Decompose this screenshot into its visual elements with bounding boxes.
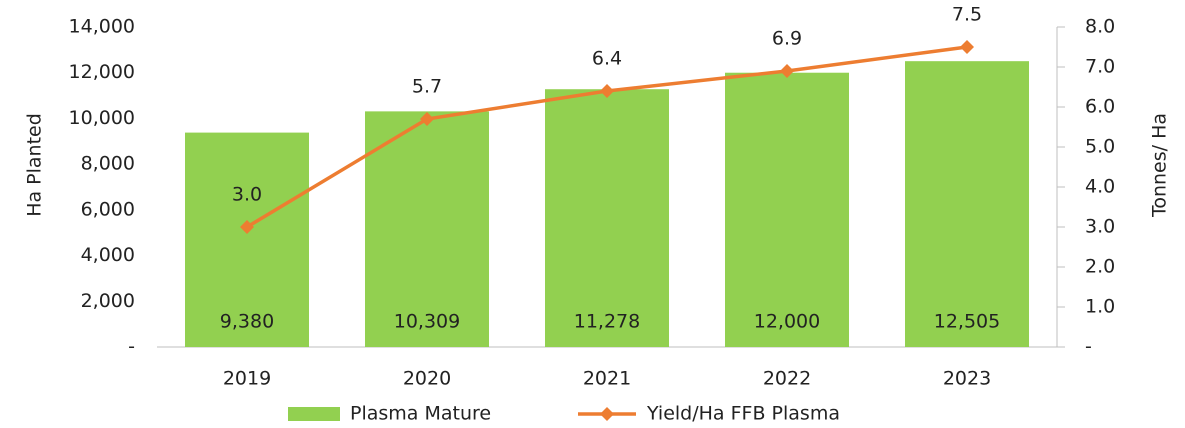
line-value-label: 5.7 <box>412 76 442 98</box>
bar <box>185 132 309 347</box>
legend-label: Yield/Ha FFB Plasma <box>646 403 840 425</box>
line-value-label: 6.4 <box>592 48 622 70</box>
bar-value-label: 12,505 <box>934 311 1000 333</box>
y2-tick-label: 3.0 <box>1085 216 1115 238</box>
bar <box>365 111 489 347</box>
legend-swatch <box>288 407 340 421</box>
line-marker <box>960 40 974 54</box>
y2-tick-label: 6.0 <box>1085 96 1115 118</box>
line-marker <box>600 84 614 98</box>
y2-tick-label: 4.0 <box>1085 176 1115 198</box>
y2-tick-label: - <box>1085 336 1092 358</box>
y2-tick-label: 8.0 <box>1085 16 1115 38</box>
y-tick-label: 12,000 <box>69 61 135 83</box>
y-tick-label: 10,000 <box>69 107 135 129</box>
x-tick-label: 2023 <box>943 368 991 390</box>
legend-label: Plasma Mature <box>350 403 491 425</box>
line-value-label: 7.5 <box>952 4 982 26</box>
y2-tick-label: 7.0 <box>1085 56 1115 78</box>
y-tick-label: 14,000 <box>69 16 135 38</box>
bar-value-label: 11,278 <box>574 311 640 333</box>
x-tick-label: 2019 <box>223 368 271 390</box>
legend-marker <box>600 407 614 421</box>
x-tick-label: 2021 <box>583 368 631 390</box>
line-marker <box>420 112 434 126</box>
bar-value-label: 10,309 <box>394 311 460 333</box>
y-tick-label: 2,000 <box>81 290 135 312</box>
y-tick-label: - <box>128 336 135 358</box>
y2-axis-title: Tonnes/ Ha <box>1149 113 1171 218</box>
y2-tick-label: 2.0 <box>1085 256 1115 278</box>
y-tick-label: 8,000 <box>81 153 135 175</box>
y2-tick-label: 1.0 <box>1085 296 1115 318</box>
line-marker <box>780 64 794 78</box>
line-value-label: 6.9 <box>772 28 802 50</box>
y-tick-label: 4,000 <box>81 244 135 266</box>
x-tick-label: 2020 <box>403 368 451 390</box>
line-value-label: 3.0 <box>232 184 262 206</box>
bar-value-label: 12,000 <box>754 311 820 333</box>
line-marker <box>240 220 254 234</box>
y-axis-title: Ha Planted <box>24 113 46 217</box>
x-tick-label: 2022 <box>763 368 811 390</box>
bar <box>545 89 669 348</box>
bar <box>905 61 1029 348</box>
bar-value-label: 9,380 <box>220 311 274 333</box>
y-tick-label: 6,000 <box>81 198 135 220</box>
y2-tick-label: 5.0 <box>1085 136 1115 158</box>
bar <box>725 72 849 347</box>
